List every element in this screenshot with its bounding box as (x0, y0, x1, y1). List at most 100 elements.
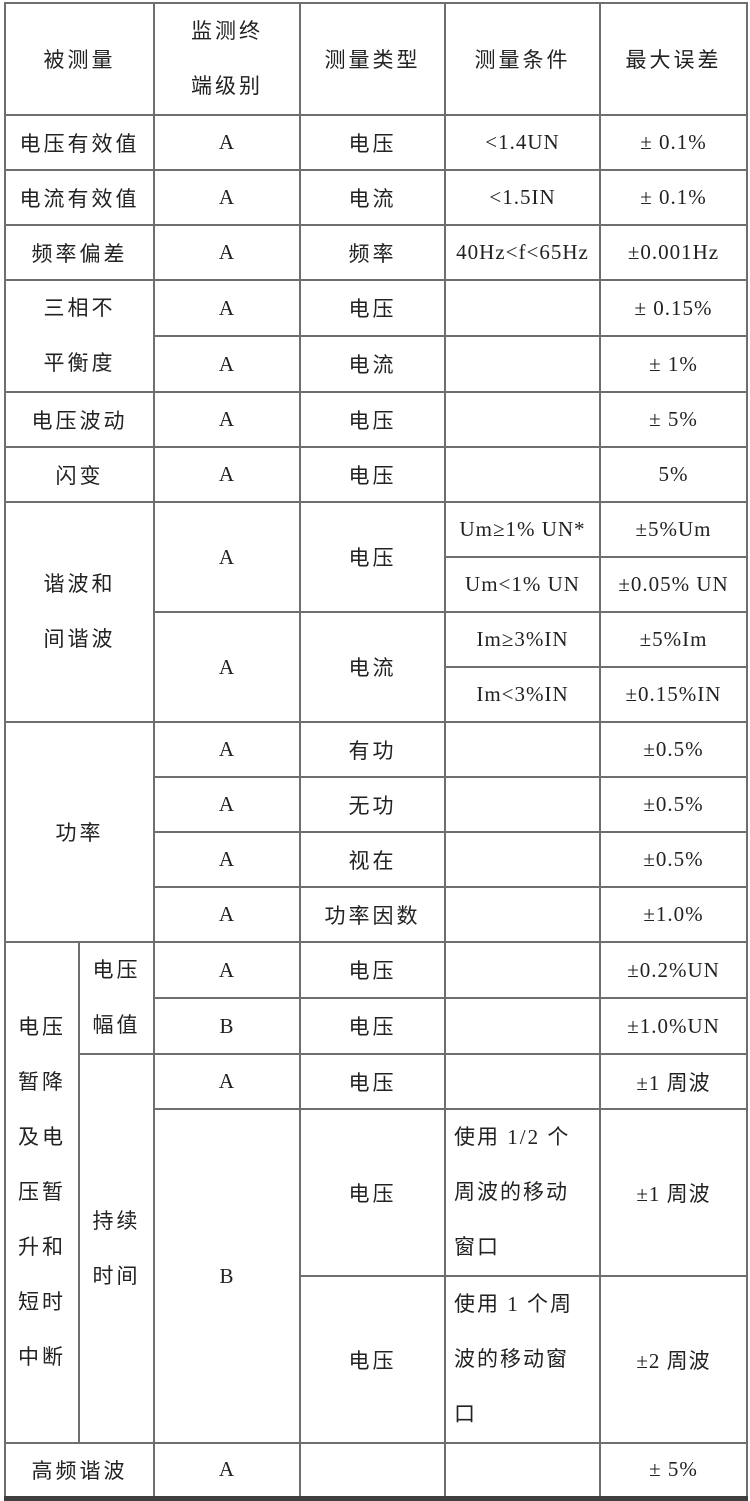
table-row: 谐波和 间谐波 A 电压 Um≥1% UN* ±5%Um (4, 501, 748, 723)
three-phase-unbalance-error-0: ± 0.15% (599, 279, 748, 337)
power-name: 功率 (4, 721, 155, 943)
power-condition-2 (444, 831, 601, 888)
current-rms-condition: <1.5IN (444, 169, 601, 226)
voltage-dip-duration-level-b: B (153, 1108, 301, 1444)
voltage-dip-magnitude-error-0: ±0.2%UN (599, 941, 748, 999)
table-row: 电压 暂降 及电 压暂 升和 短时 中断 电压 幅值 A 电压 ±0.2%UN (4, 941, 748, 1444)
voltage-fluctuation-name: 电压波动 (4, 391, 155, 448)
harmonics-voltage-condition-0: Um≥1% UN* (444, 501, 601, 558)
voltage-dip-duration-error-b0: ±1 周波 (599, 1108, 748, 1277)
power-type-0: 有功 (299, 721, 446, 778)
current-rms-error: ± 0.1% (599, 169, 748, 226)
table-row: 三相不 平衡度 A 电压 ± 0.15% (4, 279, 748, 393)
voltage-rms-error: ± 0.1% (599, 114, 748, 171)
power-level-1: A (153, 776, 301, 833)
hf-harmonics-name: 高频谐波 (4, 1442, 155, 1499)
hf-harmonics-type (299, 1442, 446, 1499)
harmonics-voltage-condition-1: Um<1% UN (444, 556, 601, 613)
power-condition-3 (444, 886, 601, 943)
current-rms-level: A (153, 169, 301, 226)
table-row: 电压 使用 1 个周 波的移动窗 口 ±2 周波 (5, 1275, 748, 1444)
voltage-rms-type: 电压 (299, 114, 446, 171)
voltage-fluctuation-type: 电压 (299, 391, 446, 448)
three-phase-unbalance-type-1: 电流 (299, 335, 446, 393)
frequency-deviation-condition: 40Hz<f<65Hz (444, 224, 601, 281)
table-row: 高频谐波 A ± 5% (4, 1442, 748, 1499)
harmonics-current-error-1: ±0.15%IN (599, 666, 748, 723)
voltage-dip-magnitude-condition-0 (444, 941, 601, 999)
voltage-dip-magnitude-type-1: 电压 (299, 997, 446, 1055)
header-measurement-type: 测量类型 (299, 2, 446, 116)
power-type-2: 视在 (299, 831, 446, 888)
three-phase-unbalance-condition-0 (444, 279, 601, 337)
frequency-deviation-type: 频率 (299, 224, 446, 281)
power-condition-1 (444, 776, 601, 833)
table-header-row: 被测量 监测终 端级别 测量类型 测量条件 最大误差 (4, 2, 748, 116)
table-row: B 电压 使用 1/2 个 周波的移动 窗口 ±1 周波 (5, 1108, 748, 1444)
voltage-dip-duration-error-a: ±1 周波 (599, 1053, 748, 1110)
hf-harmonics-error: ± 5% (599, 1442, 748, 1499)
voltage-dip-name: 电压 暂降 及电 压暂 升和 短时 中断 (4, 941, 80, 1444)
table-row: 电压波动 A 电压 ± 5% (4, 391, 748, 448)
voltage-dip-duration-type-a: 电压 (299, 1053, 446, 1110)
header-measurement-condition: 测量条件 (444, 2, 601, 116)
table-row: A 无功 ±0.5% (5, 776, 748, 833)
voltage-dip-duration-condition-a (444, 1053, 601, 1110)
three-phase-unbalance-level-1: A (153, 335, 301, 393)
harmonics-voltage-error-0: ±5%Um (599, 501, 748, 558)
frequency-deviation-level: A (153, 224, 301, 281)
table-row: 电压有效值 A 电压 <1.4UN ± 0.1% (4, 114, 748, 171)
harmonics-current-error-0: ±5%Im (599, 611, 748, 668)
voltage-fluctuation-level: A (153, 391, 301, 448)
harmonics-current-condition-1: Im<3%IN (444, 666, 601, 723)
table-row: B 电压 ±1.0%UN (5, 997, 748, 1055)
voltage-dip-duration-type-b1: 电压 (299, 1275, 446, 1444)
measurement-spec-table: 被测量 监测终 端级别 测量类型 测量条件 最大误差 电压有效值 A 电压 <1… (4, 2, 748, 1501)
voltage-fluctuation-condition (444, 391, 601, 448)
current-rms-name: 电流有效值 (4, 169, 155, 226)
harmonics-current-type: 电流 (299, 611, 446, 723)
voltage-dip-magnitude-type-0: 电压 (299, 941, 446, 999)
frequency-deviation-name: 频率偏差 (4, 224, 155, 281)
three-phase-unbalance-error-1: ± 1% (599, 335, 748, 393)
voltage-dip-duration-condition-b0: 使用 1/2 个 周波的移动 窗口 (444, 1108, 601, 1277)
power-type-1: 无功 (299, 776, 446, 833)
hf-harmonics-level: A (153, 1442, 301, 1499)
harmonics-voltage-type: 电压 (299, 501, 446, 613)
header-measured-quantity: 被测量 (4, 2, 155, 116)
hf-harmonics-condition (444, 1442, 601, 1499)
power-error-3: ±1.0% (599, 886, 748, 943)
table-row: 功率 A 有功 ±0.5% (4, 721, 748, 943)
harmonics-voltage-level: A (153, 501, 301, 613)
power-level-0: A (153, 721, 301, 778)
voltage-dip-magnitude-level-1: B (153, 997, 301, 1055)
harmonics-current-condition-0: Im≥3%IN (444, 611, 601, 668)
power-level-3: A (153, 886, 301, 943)
voltage-dip-magnitude-level-0: A (153, 941, 301, 999)
voltage-rms-condition: <1.4UN (444, 114, 601, 171)
table-row: A 电流 ± 1% (5, 335, 748, 393)
voltage-dip-magnitude-condition-1 (444, 997, 601, 1055)
flicker-name: 闪变 (4, 446, 155, 503)
three-phase-unbalance-name: 三相不 平衡度 (4, 279, 155, 393)
table-row: A 功率因数 ±1.0% (5, 886, 748, 943)
current-rms-type: 电流 (299, 169, 446, 226)
power-error-1: ±0.5% (599, 776, 748, 833)
voltage-rms-name: 电压有效值 (4, 114, 155, 171)
flicker-type: 电压 (299, 446, 446, 503)
voltage-dip-magnitude-name: 电压 幅值 (78, 941, 155, 1055)
flicker-condition (444, 446, 601, 503)
voltage-fluctuation-error: ± 5% (599, 391, 748, 448)
header-max-error: 最大误差 (599, 2, 748, 116)
voltage-dip-magnitude-error-1: ±1.0%UN (599, 997, 748, 1055)
harmonics-voltage-error-1: ±0.05% UN (599, 556, 748, 613)
power-type-3: 功率因数 (299, 886, 446, 943)
table-row: 持续 时间 A 电压 ±1 周波 (5, 1053, 748, 1444)
flicker-error: 5% (599, 446, 748, 503)
header-terminal-level: 监测终 端级别 (153, 2, 301, 116)
frequency-deviation-error: ±0.001Hz (599, 224, 748, 281)
table-row: A 电流 Im≥3%IN ±5%Im (5, 611, 748, 723)
voltage-dip-duration-type-b0: 电压 (299, 1108, 446, 1277)
three-phase-unbalance-level-0: A (153, 279, 301, 337)
